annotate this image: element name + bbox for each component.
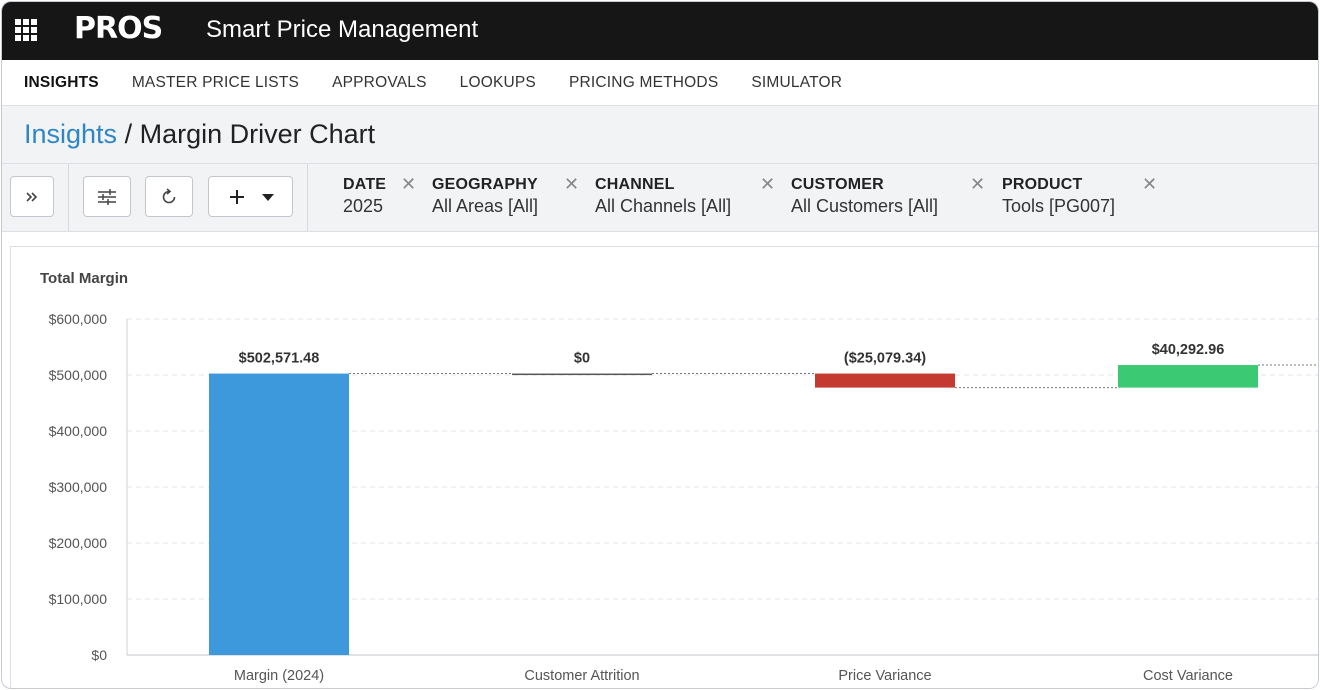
data-label: $0: [574, 351, 590, 367]
category-label: Margin (2024): [234, 668, 324, 684]
y-tick-label: $200,000: [49, 535, 108, 551]
app-grid-icon[interactable]: [15, 19, 37, 41]
nav-master-price-lists[interactable]: MASTER PRICE LISTS: [131, 73, 300, 91]
page-title: Margin Driver Chart: [139, 119, 376, 149]
refresh-button[interactable]: [145, 176, 193, 217]
chart-panel: Total Margin $0 $100,000 $200,000 $300,000 $…: [10, 246, 1318, 688]
filter-label: GEOGRAPHY: [432, 176, 538, 193]
app-header: PROS Smart Price Management: [2, 2, 1318, 60]
breadcrumb: Insights / Margin Driver Chart: [24, 119, 375, 150]
filter-product[interactable]: PRODUCT Tools [PG007]: [1002, 176, 1115, 217]
filter-value: All Areas [All]: [432, 196, 539, 216]
nav-lookups[interactable]: LOOKUPS: [459, 73, 536, 91]
filter-customer[interactable]: CUSTOMER All Customers [All]: [791, 176, 938, 217]
bar: [209, 373, 349, 655]
refresh-icon: [162, 187, 176, 203]
y-tick-label: $500,000: [49, 367, 108, 383]
data-label: ($25,079.34): [844, 351, 926, 367]
sliders-icon: [98, 188, 116, 205]
toolbar-divider: [307, 164, 308, 231]
nav-insights[interactable]: INSIGHTS: [24, 73, 99, 91]
breadcrumb-link-insights[interactable]: Insights: [24, 119, 118, 149]
filter-value: 2025: [343, 196, 384, 216]
y-tick-label: $100,000: [49, 591, 108, 607]
plus-icon: [229, 189, 244, 204]
nav-approvals[interactable]: APPROVALS: [332, 73, 427, 91]
filter-settings-button[interactable]: [83, 176, 131, 217]
margin-driver-chart: Total Margin $0 $100,000 $200,000 $300,000 $…: [40, 270, 1318, 684]
breadcrumb-separator: /: [117, 119, 140, 149]
remove-filter-channel-icon[interactable]: ✕: [760, 174, 776, 194]
data-label: $502,571.48: [239, 351, 320, 367]
filter-value: All Customers [All]: [791, 196, 939, 216]
nav-simulator[interactable]: SIMULATOR: [751, 73, 843, 91]
remove-filter-customer-icon[interactable]: ✕: [970, 174, 986, 194]
main-nav: INSIGHTS MASTER PRICE LISTS APPROVALS LO…: [2, 60, 1318, 106]
category-label: Cost Variance: [1143, 668, 1233, 684]
filter-label: CUSTOMER: [791, 176, 884, 193]
filter-channel[interactable]: CHANNEL All Channels [All]: [595, 176, 731, 217]
app-title: Smart Price Management: [206, 16, 479, 43]
bar: [512, 373, 652, 376]
expand-panel-button[interactable]: [10, 176, 54, 217]
category-label: Price Variance: [838, 668, 931, 684]
data-label: $40,292.96: [1152, 342, 1225, 358]
bar: [815, 373, 955, 388]
nav-pricing-methods[interactable]: PRICING METHODS: [568, 73, 719, 91]
add-dropdown-button[interactable]: [208, 176, 293, 217]
caret-down-icon: [261, 193, 274, 201]
filter-label: DATE: [343, 176, 387, 193]
y-tick-label: $300,000: [49, 479, 108, 495]
bar: [1118, 365, 1258, 388]
filter-label: CHANNEL: [595, 176, 675, 193]
filter-value: Tools [PG007]: [1002, 196, 1116, 216]
breadcrumb-bar: Insights / Margin Driver Chart: [2, 106, 1318, 164]
y-tick-label: $400,000: [49, 423, 108, 439]
filter-value: All Channels [All]: [595, 196, 732, 216]
double-chevron-right-icon: [26, 191, 38, 202]
chart-title: Total Margin: [40, 270, 128, 287]
remove-filter-geography-icon[interactable]: ✕: [564, 174, 580, 194]
remove-filter-product-icon[interactable]: ✕: [1142, 174, 1158, 194]
y-tick-label: $600,000: [49, 311, 108, 327]
filter-date[interactable]: DATE 2025: [343, 176, 386, 217]
filter-toolbar: DATE 2025 ✕ GEOGRAPHY All Areas [All] ✕ …: [2, 164, 1318, 232]
remove-filter-date-icon[interactable]: ✕: [401, 174, 417, 194]
filter-label: PRODUCT: [1002, 176, 1083, 193]
pros-logo[interactable]: PROS: [74, 11, 163, 46]
filter-geography[interactable]: GEOGRAPHY All Areas [All]: [432, 176, 538, 217]
y-tick-label: $0: [91, 647, 107, 663]
category-label: Customer Attrition: [524, 668, 639, 684]
toolbar-divider: [68, 164, 69, 231]
